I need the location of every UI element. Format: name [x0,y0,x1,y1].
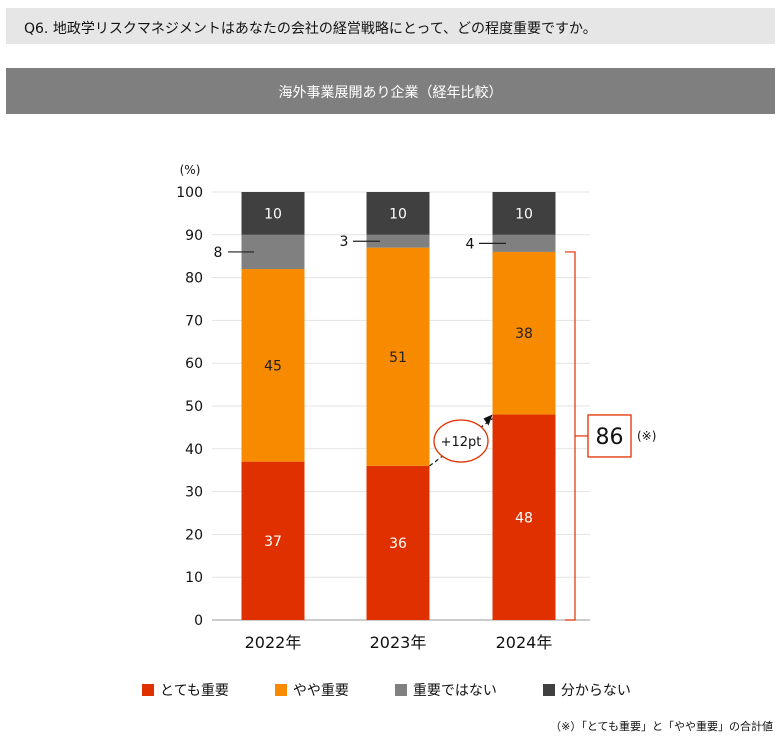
y-tick-label: 30 [185,485,203,501]
change-label: +12pt [441,435,482,450]
bar-segment [366,247,430,466]
y-tick-label: 100 [176,185,203,201]
change-ellipse [433,419,489,463]
question-text: Q6. 地政学リスクマネジメントはあなたの会社の経営戦略にとって、どの程度重要で… [24,21,597,37]
legend-item-not-important: 重要ではない [394,680,497,700]
y-tick-label: 20 [185,527,203,543]
bar-segment [492,414,556,620]
legend: とても重要 やや重要 重要ではない 分からない [142,680,677,700]
data-label: 48 [515,510,533,526]
x-tick-label: 2023年 [370,633,427,652]
total-mark: (※) [637,429,656,443]
bar-segment [492,234,556,252]
data-label: 4 [466,236,475,252]
y-axis-unit-label: (%) [180,163,201,177]
bar-segment [492,251,556,415]
chart-title: 海外事業展開あり企業（経年比較） [278,85,503,101]
bars: 37 45 10 36 51 10 48 38 10 8 3 4 [214,192,556,620]
bar-segment [366,465,430,620]
total-box [587,414,632,458]
y-tick-label: 0 [194,613,203,629]
data-label: 38 [515,326,533,342]
legend-label: 分からない [560,683,631,699]
total-bracket [565,251,576,621]
footnote: （※）「とても重要」と「やや重要」の合計値 [550,720,773,733]
y-tick-label: 80 [185,271,203,287]
legend-swatch [142,684,154,696]
data-label: 8 [214,245,223,261]
legend-item-dont-know: 分からない [542,680,631,700]
y-tick-label: 60 [185,356,203,372]
legend-label: 重要ではない [412,683,497,699]
data-label: 10 [264,206,282,222]
data-label: 10 [515,206,533,222]
change-arrow-line [429,418,493,467]
legend-label: やや重要 [292,683,349,699]
data-label: 37 [264,534,282,550]
bar-segment [241,461,305,620]
data-label: 3 [340,234,349,250]
y-tick-label: 40 [185,442,203,458]
change-arrow-head [483,414,493,426]
question-bar: Q6. 地政学リスクマネジメントはあなたの会社の経営戦略にとって、どの程度重要で… [6,8,775,44]
legend-item-somewhat-important: やや重要 [274,680,349,700]
legend-item-very-important: とても重要 [142,680,229,700]
x-tick-label: 2022年 [245,633,302,652]
data-label: 10 [389,206,407,222]
data-label: 36 [389,536,407,552]
y-tick-label: 50 [185,399,203,415]
y-tick-label: 70 [185,313,203,329]
legend-swatch [394,684,407,696]
data-label: 51 [389,350,407,366]
x-axis: 2022年 2023年 2024年 [245,633,553,652]
bar-segment [492,192,556,235]
total-value: 86 [596,425,624,450]
bar-segment [241,269,305,462]
bar-segment [241,192,305,235]
data-label: 45 [264,358,282,374]
legend-label: とても重要 [160,683,229,699]
legend-swatch [274,684,287,696]
bar-segment [366,234,430,248]
legend-swatch [542,684,555,696]
y-tick-label: 90 [185,228,203,244]
y-tick-label: 10 [185,570,203,586]
x-tick-label: 2024年 [496,633,553,652]
chart-banner: 海外事業展開あり企業（経年比較） [6,68,775,114]
y-axis: 0 10 20 30 40 50 60 70 80 90 100 [176,185,203,629]
bar-segment [366,192,430,235]
annotations: +12pt 86 (※) [429,251,656,621]
